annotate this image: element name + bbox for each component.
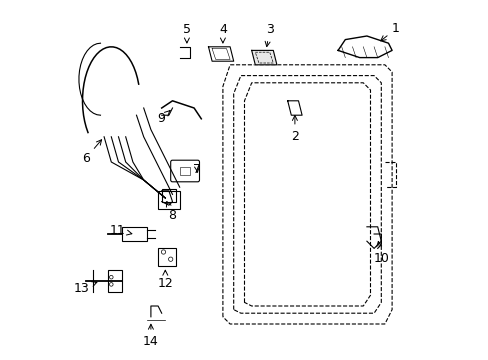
Bar [162,189,176,202]
Text: 5: 5 [183,23,190,43]
Polygon shape [287,101,302,115]
Text: 12: 12 [157,270,173,290]
Bar [122,227,147,241]
Text: 14: 14 [142,324,159,348]
Text: 10: 10 [373,242,388,265]
Text: 8: 8 [166,202,176,222]
Text: 7: 7 [193,163,201,176]
Text: 1: 1 [380,22,399,41]
Text: 9: 9 [157,110,170,125]
Text: 2: 2 [290,116,298,143]
Text: 4: 4 [219,23,226,43]
Bar [158,191,179,209]
Text: 3: 3 [264,23,273,46]
Text: 13: 13 [74,282,97,294]
Bar [179,167,190,175]
Bar [107,270,122,292]
Polygon shape [251,50,276,65]
Bar [158,248,176,266]
Polygon shape [337,36,391,58]
Text: 11: 11 [110,224,132,237]
Text: 6: 6 [81,140,102,165]
